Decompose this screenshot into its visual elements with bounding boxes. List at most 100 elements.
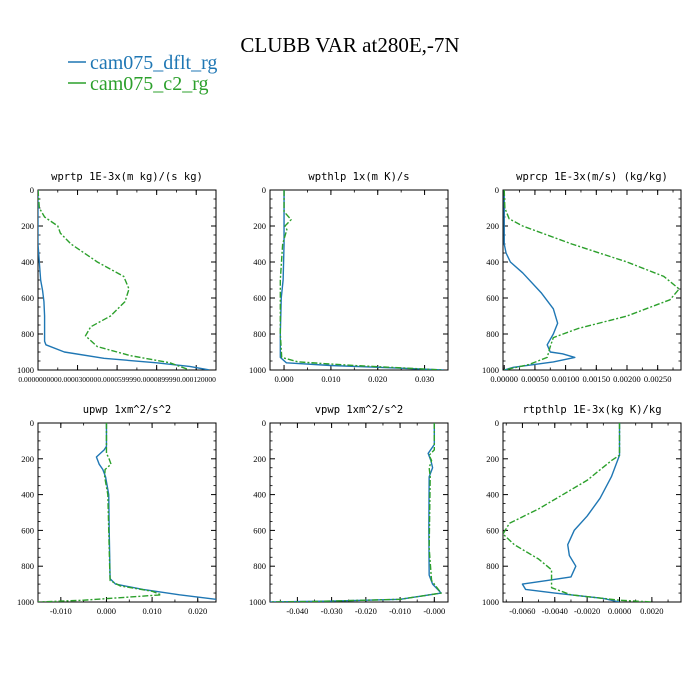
x-tick-label: -0.010	[50, 606, 72, 616]
y-tick-label: 1000	[482, 365, 499, 375]
panel-3: wprcp 1E-3x(m/s) (kg/kg) 0 200 400 600 800 100…	[482, 171, 682, 384]
x-tick-label: -0.010	[389, 606, 411, 616]
x-tick-label: 0.00050	[521, 374, 549, 384]
panel-title: rtpthlp 1E-3x(kg K)/kg	[522, 404, 661, 416]
series-line-c2	[270, 423, 442, 602]
y-tick-label: 400	[253, 257, 266, 267]
x-tick-label: 0.020	[368, 374, 387, 384]
x-tick-label: 0.00100	[552, 374, 580, 384]
x-tick-label: 0.00000	[490, 374, 518, 384]
y-tick-label: 600	[253, 293, 266, 303]
panel-frame	[502, 422, 682, 603]
y-tick-label: 800	[486, 561, 499, 571]
x-tick-label: 0.000000000	[18, 375, 58, 384]
x-tick-label: -0.0040	[542, 606, 568, 616]
y-tick-label: 800	[253, 561, 266, 571]
series-line-c2	[503, 423, 652, 602]
x-tick-label: 0.000030000	[58, 375, 98, 384]
x-tick-label: -0.0060	[509, 606, 535, 616]
series-group	[279, 190, 444, 370]
y-tick-label: 800	[253, 329, 266, 339]
series-group	[38, 190, 210, 370]
x-tick-label: 0.010	[143, 606, 162, 616]
panel-frame	[269, 422, 449, 603]
series-line-c2	[38, 423, 162, 602]
panel-title: vpwp 1xm^2/s^2	[315, 404, 404, 416]
panel-1: wprtp 1E-3x(m kg)/(s kg) 0 200 400 600 800 100…	[17, 171, 217, 384]
legend: cam075_dflt_rg cam075_c2_rg	[68, 52, 217, 95]
y-tick-label: 0	[262, 418, 266, 428]
y-tick-label: 200	[486, 221, 499, 231]
panel-title: upwp 1xm^2/s^2	[83, 404, 172, 416]
panel-2: wpthlp 1x(m K)/s 0 200 400 600 800 1000 0.000 0.…	[249, 171, 449, 384]
series-group	[270, 423, 442, 602]
series-line-dflt	[270, 423, 442, 602]
series-group	[503, 190, 680, 370]
x-tick-label: 0.000059999	[97, 375, 137, 384]
y-tick-label: 400	[486, 257, 499, 267]
panel-title: wprcp 1E-3x(m/s) (kg/kg)	[516, 171, 668, 183]
legend-label-dflt: cam075_dflt_rg	[90, 52, 217, 74]
x-tick-label: 0.020	[188, 606, 207, 616]
y-tick-label: 800	[21, 329, 34, 339]
x-tick-label: 0.000	[97, 606, 116, 616]
y-tick-label: 400	[21, 490, 34, 500]
series-line-c2	[279, 190, 444, 370]
y-tick-label: 200	[253, 454, 266, 464]
x-tick-label: 0.00200	[613, 374, 641, 384]
y-tick-label: 0	[30, 418, 34, 428]
series-line-dflt	[279, 190, 444, 370]
series-group	[38, 423, 216, 602]
x-tick-label: 0.000	[274, 374, 293, 384]
series-line-c2	[38, 190, 190, 370]
y-tick-label: 600	[253, 525, 266, 535]
y-tick-label: 0	[495, 418, 499, 428]
y-tick-label: 400	[486, 490, 499, 500]
y-tick-label: 800	[21, 561, 34, 571]
x-tick-label: 0.010	[321, 374, 340, 384]
x-tick-label: 0.030	[415, 374, 434, 384]
y-tick-label: 600	[486, 293, 499, 303]
series-line-c2	[503, 190, 680, 370]
legend-label-c2: cam075_c2_rg	[90, 73, 209, 95]
panel-title: wpthlp 1x(m K)/s	[308, 171, 409, 183]
panel-6: rtpthlp 1E-3x(kg K)/kg02004006008001000-…	[482, 404, 682, 616]
y-tick-label: 800	[486, 329, 499, 339]
figure-title: CLUBB VAR at280E,-7N	[240, 33, 459, 57]
x-tick-label: -0.020	[355, 606, 377, 616]
panel-5: vpwp 1xm^2/s^2 0 200 400 600 800 1000 -0.040 -0.…	[249, 404, 449, 616]
y-tick-label: 1000	[17, 365, 34, 375]
y-tick-label: 200	[253, 221, 266, 231]
panel-frame	[37, 422, 217, 603]
y-tick-label: 200	[21, 454, 34, 464]
y-tick-label: 600	[486, 525, 499, 535]
x-tick-label: 0.0020	[640, 606, 663, 616]
y-tick-label: 0	[30, 185, 34, 195]
series-line-dflt	[503, 190, 576, 370]
x-tick-label: 0.000120000	[177, 375, 217, 384]
y-tick-label: 400	[253, 490, 266, 500]
y-tick-label: 400	[21, 257, 34, 267]
x-tick-label: 0.000089999	[137, 375, 177, 384]
panel-4: upwp 1xm^2/s^2 0 200 400 600 800 1000 -0.010 0.0…	[17, 404, 217, 616]
y-tick-label: 1000	[17, 597, 34, 607]
y-tick-label: 1000	[249, 597, 266, 607]
x-tick-label: 0.00250	[644, 374, 672, 384]
series-group	[503, 423, 652, 602]
y-tick-label: 200	[486, 454, 499, 464]
y-tick-label: 600	[21, 525, 34, 535]
panels: wprtp 1E-3x(m kg)/(s kg) 0 200 400 600 800 100…	[17, 171, 682, 616]
x-tick-label: -0.000	[423, 606, 445, 616]
x-tick-label: 0.0000	[608, 606, 631, 616]
x-tick-label: -0.030	[321, 606, 343, 616]
series-line-dflt	[95, 423, 216, 601]
x-tick-label: 0.00150	[582, 374, 610, 384]
y-tick-label: 0	[262, 185, 266, 195]
y-tick-label: 0	[495, 185, 499, 195]
y-tick-label: 1000	[249, 365, 266, 375]
series-line-dflt	[38, 190, 210, 370]
panel-frame	[269, 189, 449, 371]
series-line-dflt	[521, 423, 621, 602]
y-tick-label: 1000	[482, 597, 499, 607]
